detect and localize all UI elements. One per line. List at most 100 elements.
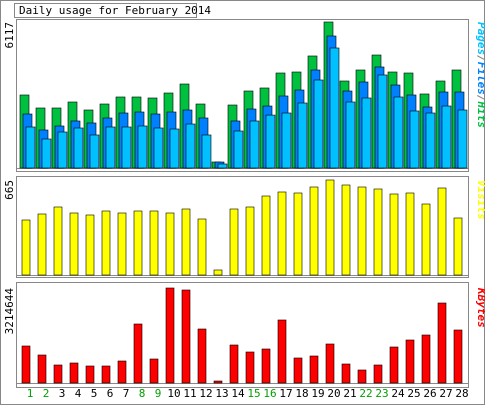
y-tick-label: 6117	[3, 22, 16, 49]
x-tick-label: 20	[327, 387, 340, 400]
x-tick-label: 13	[215, 387, 228, 400]
legend-entry: Hits	[475, 101, 485, 129]
x-tick-label: 21	[343, 387, 356, 400]
bar	[345, 101, 356, 169]
bar	[21, 345, 31, 384]
bar	[409, 110, 420, 169]
x-tick-label: 26	[423, 387, 436, 400]
bar	[37, 354, 47, 384]
bar	[425, 112, 436, 169]
bar	[421, 203, 431, 276]
x-tick-label: 14	[231, 387, 245, 400]
bar	[249, 120, 260, 169]
bar	[341, 363, 351, 384]
bar	[69, 212, 79, 276]
x-tick-label: 9	[155, 387, 162, 400]
bar	[453, 217, 463, 276]
bar	[117, 212, 127, 276]
bar	[21, 219, 31, 276]
bar	[41, 138, 52, 169]
bar	[281, 112, 292, 169]
bar	[389, 193, 399, 276]
bar	[181, 208, 191, 276]
bar	[57, 131, 68, 169]
bar	[53, 206, 63, 276]
x-tick-label: 5	[91, 387, 98, 400]
bar	[201, 134, 212, 169]
bar	[101, 210, 111, 276]
x-tick-label: 12	[199, 387, 212, 400]
bar	[325, 343, 335, 384]
bar	[153, 127, 164, 169]
bar	[105, 126, 116, 169]
bar	[149, 358, 159, 384]
bar	[149, 210, 159, 276]
bar	[457, 109, 468, 169]
x-tick-label: 24	[391, 387, 405, 400]
bar	[169, 128, 180, 169]
bar	[73, 127, 84, 169]
bar	[309, 186, 319, 276]
bar	[165, 212, 175, 276]
bar	[213, 269, 223, 276]
bar	[361, 97, 372, 169]
bar	[245, 206, 255, 276]
x-tick-label: 6	[107, 387, 114, 400]
bar	[197, 218, 207, 276]
chart-title: Daily usage for February 2014	[19, 4, 211, 17]
bar	[121, 126, 132, 169]
x-tick-label: 10	[167, 387, 180, 400]
bar	[329, 47, 340, 169]
bar	[89, 134, 100, 169]
bar	[185, 123, 196, 169]
x-tick-label: 2	[43, 387, 50, 400]
bar	[85, 365, 95, 384]
legend-entry: Files	[475, 62, 485, 95]
bar	[453, 329, 463, 384]
bar	[437, 302, 447, 384]
bar	[421, 334, 431, 384]
x-tick-label: 23	[375, 387, 388, 400]
bar	[373, 364, 383, 384]
bar	[393, 96, 404, 169]
bar	[69, 362, 79, 384]
x-tick-label: 3	[59, 387, 66, 400]
legend-separator: /	[475, 55, 485, 62]
bar	[325, 179, 335, 276]
legend-entry: Pages	[475, 22, 485, 55]
x-tick-label: 16	[263, 387, 276, 400]
x-tick-label: 11	[183, 387, 196, 400]
bar	[229, 344, 239, 384]
x-tick-label: 19	[311, 387, 324, 400]
legend: Pages/Files/Hits	[475, 22, 485, 128]
x-tick-label: 8	[139, 387, 146, 400]
bar	[405, 339, 415, 384]
bar	[85, 214, 95, 276]
bar	[133, 323, 143, 384]
bar	[293, 192, 303, 276]
x-tick-label: 25	[407, 387, 420, 400]
bar	[233, 130, 244, 169]
panel-frame	[16, 282, 469, 388]
x-tick-label: 17	[279, 387, 292, 400]
bar	[297, 102, 308, 169]
bar	[117, 360, 127, 384]
bar	[25, 126, 36, 169]
bar	[101, 365, 111, 384]
y-tick-label: 3214644	[3, 288, 16, 335]
legend: KBytes	[475, 287, 485, 328]
bar	[313, 79, 324, 169]
bar	[265, 114, 276, 169]
bar	[217, 163, 228, 169]
bar	[137, 125, 148, 169]
bar	[441, 105, 452, 169]
bar	[373, 188, 383, 276]
bar	[245, 351, 255, 384]
bar	[357, 186, 367, 276]
bar	[405, 192, 415, 276]
bar	[37, 213, 47, 276]
bar	[357, 369, 367, 384]
bar	[213, 380, 223, 384]
panel-frame	[16, 176, 469, 278]
